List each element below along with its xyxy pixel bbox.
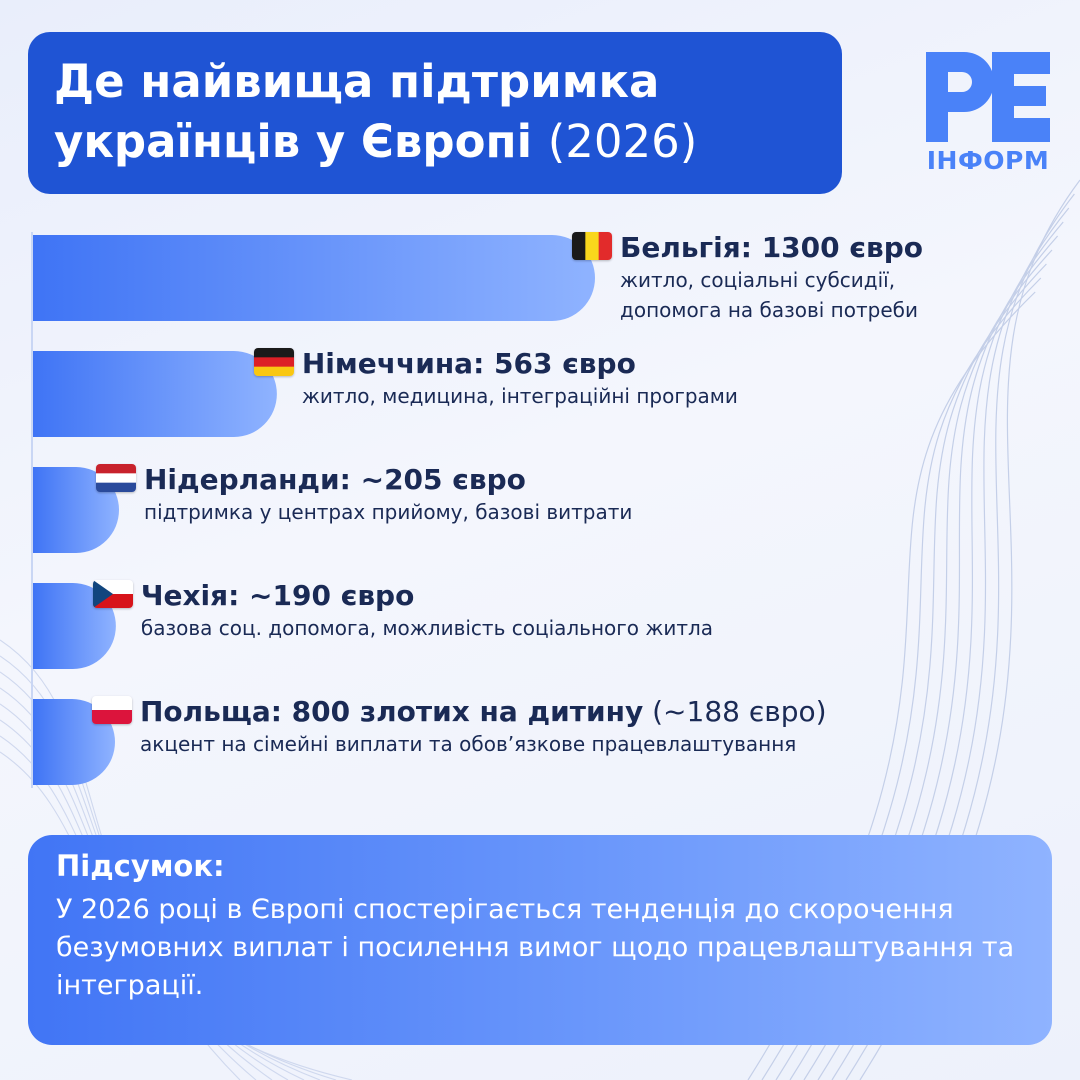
row-label-czechia: Чехія: ~190 євро базова соц. допомога, мо… [92,579,714,643]
row-description: базова соц. допомога, можливість соціаль… [140,616,714,640]
row-heading-text: Чехія: ~190 євро [140,579,415,612]
row-heading-text: Нідерланди: ~205 євро [144,463,526,496]
row-heading-extra: (~188 євро) [643,695,827,728]
bar-germany [33,351,277,437]
row-heading: Нідерланди: ~205 євро [96,463,632,497]
page-title-line-2: українців у Європі (2026) [54,116,697,168]
germany-flag-icon [253,348,294,376]
summary-title: Підсумок: [56,849,225,883]
row-heading: Чехія: ~190 євро [92,579,713,613]
row-heading: Польща: 800 злотих на дитину (~188 євро) [92,695,827,729]
row-heading-text: Німеччина: 563 євро [301,347,636,380]
title-banner: Де найвища підтримка українців у Європі … [28,32,842,194]
logo-text: ІНФОРМ [926,146,1050,175]
page-title-line-1: Де найвища підтримка [54,55,660,108]
row-label-germany: Німеччина: 563 євро житло, медицина, інте… [253,347,738,411]
row-label-netherlands: Нідерланди: ~205 євро підтримка у центрах… [96,463,632,527]
bar-belgium [33,235,595,321]
logo: ІНФОРМ [922,48,1054,180]
summary-text: У 2026 році в Європі спостерігається тен… [56,894,1015,1001]
row-label-belgium: Бельгія: 1300 євро житло, соціальні субси… [572,231,923,325]
row-heading: Німеччина: 563 євро [253,347,738,381]
belgium-flag-icon [572,232,612,260]
czechia-flag-icon [92,580,133,608]
row-description: акцент на сімейні виплати та обов’язкове… [140,732,797,756]
page-title-year: (2026) [547,115,698,168]
page-title-bold: українців у Європі [54,115,533,168]
row-label-poland: Польща: 800 злотих на дитину (~188 євро)… [92,695,827,759]
row-description: житло, соціальні субсидії, [620,268,896,292]
row-heading-text: Бельгія: 1300 євро [620,231,923,264]
netherlands-flag-icon [96,464,136,492]
summary-box: Підсумок: У 2026 році в Європі спостеріг… [28,835,1052,1045]
chart-axis-line [31,232,33,788]
row-description: житло, медицина, інтеграційні програми [301,384,738,408]
row-description: допомога на базові потреби [620,298,918,322]
row-description: підтримка у центрах прийому, базові витр… [144,500,633,524]
row-heading: Бельгія: 1300 євро [572,231,923,265]
logo-mark-icon [926,52,1050,142]
poland-flag-icon [92,696,132,724]
row-heading-text: Польща: 800 злотих на дитину [140,695,644,728]
